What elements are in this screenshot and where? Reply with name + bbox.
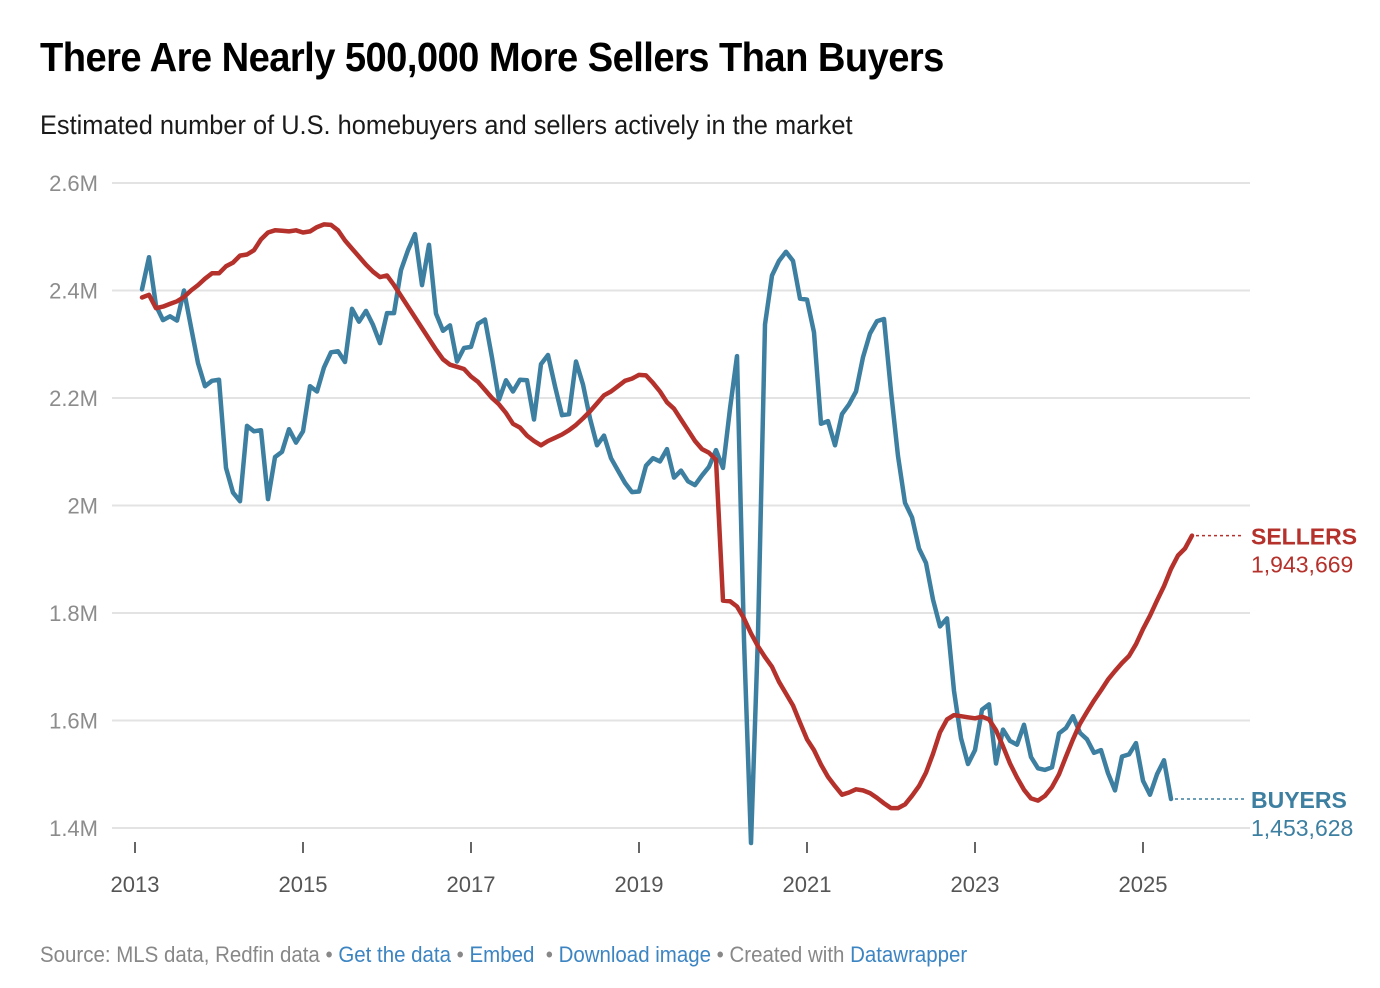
x-axis: 2013 2015 2017 2019 2021 2023 2025 xyxy=(111,842,1168,897)
y-tick-label: 2.4M xyxy=(49,279,98,304)
y-tick-label: 1.4M xyxy=(49,816,98,841)
chart-footer: Source: MLS data, Redfin data • Get the … xyxy=(40,942,967,968)
separator: • xyxy=(319,942,339,967)
y-tick-label: 1.6M xyxy=(49,709,98,734)
source-note: Source: MLS data, Redfin data xyxy=(40,942,320,967)
x-tick-label: 2023 xyxy=(951,872,1000,897)
separator: • xyxy=(450,942,470,967)
x-tick-label: 2015 xyxy=(279,872,328,897)
sellers-value-label: 1,943,669 xyxy=(1251,552,1353,578)
y-tick-label: 2M xyxy=(67,494,98,519)
chart-title: There Are Nearly 500,000 More Sellers Th… xyxy=(40,34,944,80)
y-axis: 1.4M 1.6M 1.8M 2M 2.2M 2.4M 2.6M xyxy=(49,171,98,841)
x-tick-label: 2025 xyxy=(1119,872,1168,897)
datawrapper-link[interactable]: Datawrapper xyxy=(850,942,968,967)
x-tick-label: 2017 xyxy=(447,872,496,897)
buyers-line xyxy=(139,231,1174,846)
download-image-link[interactable]: Download image xyxy=(558,942,711,967)
sellers-line xyxy=(139,222,1195,811)
sellers-label: SELLERS xyxy=(1251,524,1357,550)
series-lines xyxy=(139,222,1195,846)
buyers-label: BUYERS xyxy=(1251,787,1347,813)
get-the-data-link[interactable]: Get the data xyxy=(338,942,451,967)
y-tick-label: 2.6M xyxy=(49,171,98,196)
separator: • xyxy=(540,942,559,967)
y-tick-label: 1.8M xyxy=(49,601,98,626)
y-tick-label: 2.2M xyxy=(49,386,98,411)
embed-link[interactable]: Embed xyxy=(469,942,535,967)
created-with-text: Created with xyxy=(729,942,845,967)
x-tick-label: 2019 xyxy=(615,872,664,897)
x-tick-label: 2013 xyxy=(111,872,160,897)
gridlines xyxy=(112,182,1250,829)
buyers-value-label: 1,453,628 xyxy=(1251,815,1353,841)
separator: • xyxy=(710,942,730,967)
x-tick-label: 2021 xyxy=(783,872,832,897)
chart-subtitle: Estimated number of U.S. homebuyers and … xyxy=(40,110,853,140)
